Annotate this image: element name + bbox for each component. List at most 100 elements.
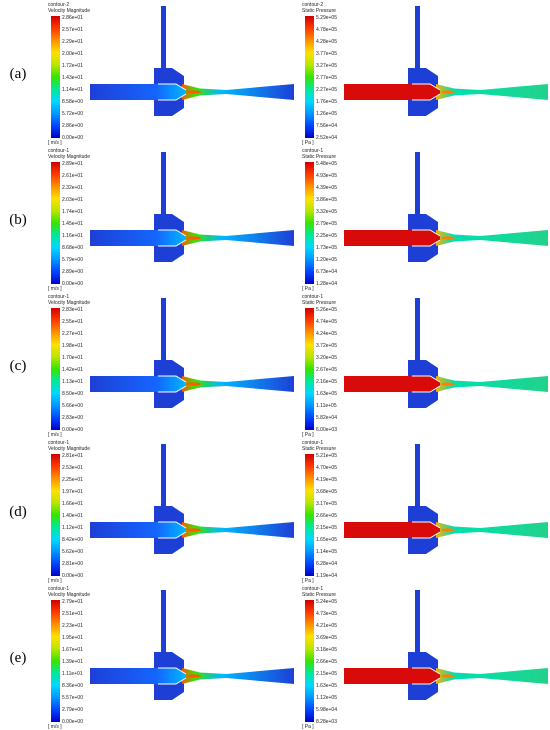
contour-quantity: Velocity Magnitude: [48, 154, 90, 160]
colorbar-tick-label: 3.17e+05: [316, 501, 337, 507]
row-b: (b) contour-1 Velocity Magnitude 2.89e+0…: [0, 146, 550, 292]
pressure-contour-panel: contour-1 Static Pressure 5.24e+05 4.73e+…: [300, 584, 550, 730]
colorbar-tick-label: 2.00e+01: [62, 51, 83, 57]
colorbar-tick-label: 1.12e+01: [62, 525, 83, 531]
colorbar: [305, 454, 314, 576]
nozzle-wall: [412, 521, 441, 539]
colorbar-ticks: 5.21e+05 4.70e+05 4.19e+05 3.68e+05 3.17e+05…: [316, 453, 361, 579]
colorbar: [305, 600, 314, 722]
secondary-inlet-pipe: [161, 444, 166, 508]
colorbar-unit: [ Pa ]: [302, 432, 314, 438]
colorbar-tick-label: 2.83e+00: [62, 415, 83, 421]
colorbar-tick-label: 3.18e+05: [316, 647, 337, 653]
outlet-diffuser: [182, 668, 294, 684]
outlet-diffuser: [182, 84, 294, 100]
colorbar-tick-label: 1.39e+01: [62, 659, 83, 665]
pressure-contour-panel: contour-1 Static Pressure 5.21e+05 4.70e+…: [300, 438, 550, 584]
colorbar-unit: [ m/s ]: [48, 432, 62, 438]
colorbar-tick-label: 1.66e+01: [62, 501, 83, 507]
colorbar-tick-label: 2.79e+01: [62, 599, 83, 605]
secondary-inlet-pipe: [161, 590, 166, 654]
colorbar-tick-label: 5.48e+05: [316, 161, 337, 167]
colorbar-tick-label: 1.14e+01: [62, 87, 83, 93]
secondary-inlet-pipe: [415, 152, 420, 216]
flow-domain: [344, 298, 548, 408]
colorbar-tick-label: 6.73e+04: [316, 269, 337, 275]
secondary-inlet-pipe: [415, 6, 420, 70]
jet-core: [187, 236, 201, 240]
colorbar-tick-label: 2.81e+00: [62, 561, 83, 567]
velocity-contour-panel: contour-1 Velocity Magnitude 2.83e+01 2.5…: [46, 292, 296, 438]
colorbar-ticks: 2.79e+01 2.51e+01 2.23e+01 1.95e+01 1.67e+01…: [62, 599, 107, 725]
contour-quantity: Velocity Magnitude: [48, 446, 90, 452]
colorbar-tick-label: 2.03e+01: [62, 197, 83, 203]
colorbar-tick-label: 2.15e+05: [316, 671, 337, 677]
colorbar-tick-label: 5.98e+04: [316, 707, 337, 713]
colorbar-tick-label: 1.26e+05: [316, 111, 337, 117]
primary-nozzle: [344, 84, 440, 100]
velocity-contour-panel: contour-1 Velocity Magnitude 2.89e+01 2.6…: [46, 146, 296, 292]
row-c: (c) contour-1 Velocity Magnitude 2.83e+0…: [0, 292, 550, 438]
colorbar-ticks: 2.81e+01 2.53e+01 2.25e+01 1.97e+01 1.66e+01…: [62, 453, 107, 579]
contour-title: contour-1: [302, 586, 324, 592]
colorbar-tick-label: 8.68e+00: [62, 245, 83, 251]
row-label: (b): [9, 212, 27, 228]
colorbar-tick-label: 7.56e+04: [316, 123, 337, 129]
colorbar-tick-label: 3.27e+05: [316, 63, 337, 69]
colorbar: [51, 16, 60, 138]
nozzle-wall: [412, 375, 441, 393]
contour-title: contour-1: [48, 586, 70, 592]
colorbar-tick-label: 1.74e+01: [62, 209, 83, 215]
colorbar: [305, 308, 314, 430]
colorbar-tick-label: 5.24e+05: [316, 599, 337, 605]
colorbar-tick-label: 4.24e+05: [316, 331, 337, 337]
colorbar-tick-label: 8.36e+00: [62, 683, 83, 689]
colorbar-tick-label: 2.86e+00: [62, 123, 83, 129]
colorbar-tick-label: 1.16e+01: [62, 233, 83, 239]
colorbar-tick-label: 2.51e+01: [62, 611, 83, 617]
jet-core: [187, 382, 201, 386]
colorbar-tick-label: 2.16e+05: [316, 379, 337, 385]
primary-nozzle: [344, 376, 440, 392]
colorbar-tick-label: 2.52e+04: [316, 135, 337, 141]
colorbar-unit: [ m/s ]: [48, 578, 62, 584]
colorbar-tick-label: 2.66e+05: [316, 513, 337, 519]
contour-quantity: Velocity Magnitude: [48, 8, 90, 14]
primary-nozzle: [90, 376, 186, 392]
colorbar-tick-label: 2.23e+01: [62, 623, 83, 629]
colorbar-tick-label: 1.67e+01: [62, 647, 83, 653]
colorbar-tick-label: 4.19e+05: [316, 477, 337, 483]
nozzle-wall: [158, 521, 187, 539]
colorbar-tick-label: 3.68e+05: [316, 489, 337, 495]
row-label: (a): [9, 66, 27, 82]
colorbar-tick-label: 2.77e+05: [316, 75, 337, 81]
contour-quantity: Static Pressure: [302, 8, 336, 14]
contour-quantity: Velocity Magnitude: [48, 592, 90, 598]
nozzle-wall: [158, 83, 187, 101]
contour-quantity: Velocity Magnitude: [48, 300, 90, 306]
pressure-contour-panel: contour-2 Static Pressure 5.29e+05 4.78e+…: [300, 0, 550, 146]
colorbar-unit: [ m/s ]: [48, 140, 62, 146]
primary-nozzle: [344, 522, 440, 538]
colorbar-tick-label: 2.25e+05: [316, 233, 337, 239]
colorbar-tick-label: 5.21e+05: [316, 453, 337, 459]
colorbar-unit: [ Pa ]: [302, 578, 314, 584]
jet-core: [187, 528, 201, 532]
colorbar-tick-label: 0.00e+00: [62, 281, 83, 287]
outlet-diffuser: [436, 522, 548, 538]
row-d: (d) contour-1 Velocity Magnitude 2.81e+0…: [0, 438, 550, 584]
colorbar-tick-label: 2.27e+01: [62, 331, 83, 337]
colorbar-tick-label: 2.66e+05: [316, 659, 337, 665]
colorbar: [51, 600, 60, 722]
colorbar-tick-label: 8.28e+03: [316, 719, 337, 725]
colorbar-tick-label: 5.82e+04: [316, 415, 337, 421]
colorbar: [305, 16, 314, 138]
flow-domain: [90, 6, 294, 116]
colorbar-tick-label: 0.00e+00: [62, 719, 83, 725]
colorbar-tick-label: 1.70e+01: [62, 355, 83, 361]
colorbar-tick-label: 4.78e+05: [316, 27, 337, 33]
colorbar-tick-label: 2.61e+01: [62, 173, 83, 179]
colorbar-tick-label: 1.28e+04: [316, 281, 337, 287]
primary-nozzle: [344, 668, 440, 684]
